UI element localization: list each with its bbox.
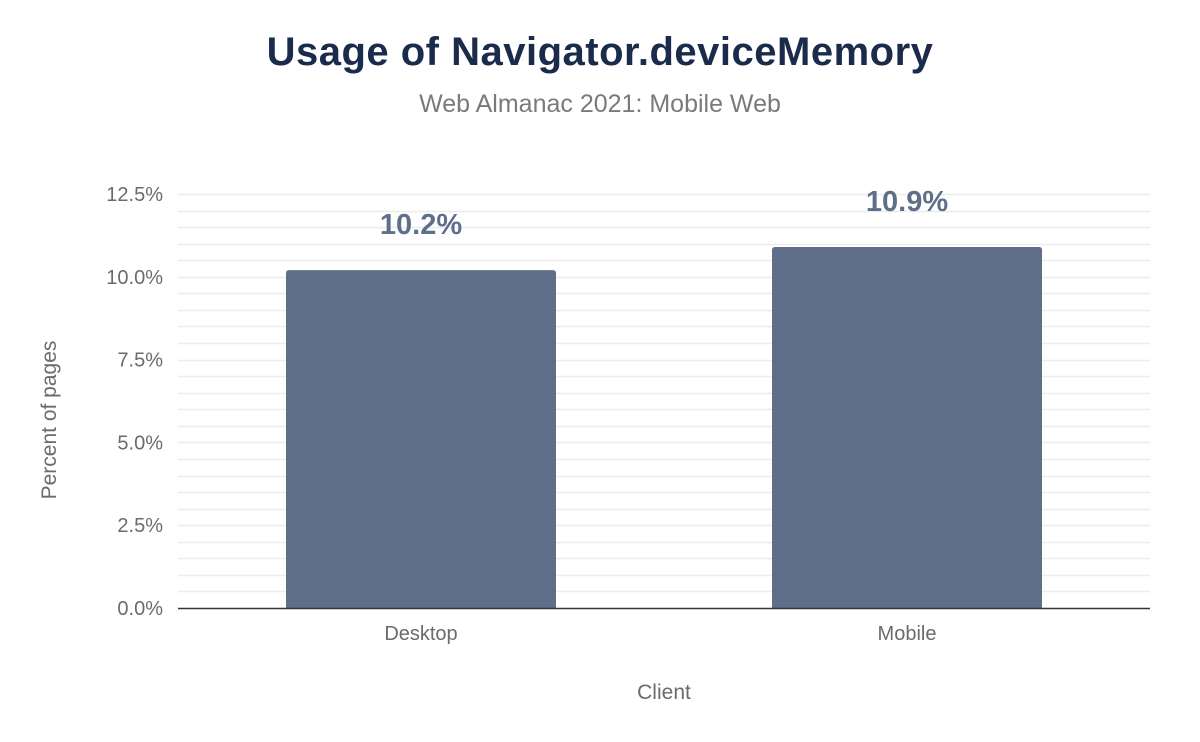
y-tick-label: 2.5%: [117, 515, 163, 537]
chart-subtitle: Web Almanac 2021: Mobile Web: [419, 90, 781, 118]
bar-desktop: [286, 270, 556, 608]
y-tick-label: 7.5%: [117, 350, 163, 372]
bar-mobile: [772, 246, 1042, 608]
y-tick-label: 12.5%: [106, 184, 163, 206]
x-tick-label: Mobile: [878, 623, 937, 645]
x-tick-label: Desktop: [384, 623, 457, 645]
data-label: 10.2%: [380, 209, 462, 241]
y-tick-label: 10.0%: [106, 267, 163, 289]
chart-title: Usage of Navigator.deviceMemory: [266, 30, 934, 74]
y-tick-label: 5.0%: [117, 432, 163, 454]
y-tick-label: 0.0%: [117, 598, 163, 620]
y-axis-label: Percent of pages: [38, 341, 61, 500]
data-label: 10.9%: [866, 186, 948, 218]
x-axis-label: Client: [637, 681, 691, 704]
